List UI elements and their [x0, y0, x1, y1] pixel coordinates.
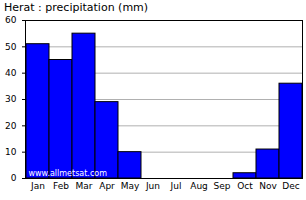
- svg-text:20: 20: [5, 121, 17, 131]
- svg-text:40: 40: [5, 68, 17, 78]
- svg-text:Jun: Jun: [145, 181, 160, 191]
- svg-text:Mar: Mar: [76, 181, 93, 191]
- svg-text:Feb: Feb: [53, 181, 69, 191]
- svg-text:Nov: Nov: [259, 181, 277, 191]
- svg-text:Sep: Sep: [214, 181, 231, 191]
- svg-text:60: 60: [5, 16, 17, 25]
- svg-text:www.allmetsat.com: www.allmetsat.com: [29, 169, 108, 178]
- svg-text:Jul: Jul: [170, 181, 182, 191]
- svg-text:May: May: [121, 181, 140, 191]
- svg-text:Dec: Dec: [282, 181, 299, 191]
- svg-text:Jan: Jan: [30, 181, 45, 191]
- svg-text:Oct: Oct: [237, 181, 253, 191]
- svg-text:Aug: Aug: [190, 181, 208, 191]
- html-text:Herat : precipitation (mm): Herat : precipitation (mm): [4, 1, 149, 14]
- svg-text:50: 50: [5, 42, 17, 52]
- svg-text:30: 30: [5, 94, 17, 104]
- svg-text:10: 10: [5, 147, 17, 157]
- svg-text:Apr: Apr: [99, 181, 115, 191]
- svg-text:0: 0: [11, 173, 17, 183]
